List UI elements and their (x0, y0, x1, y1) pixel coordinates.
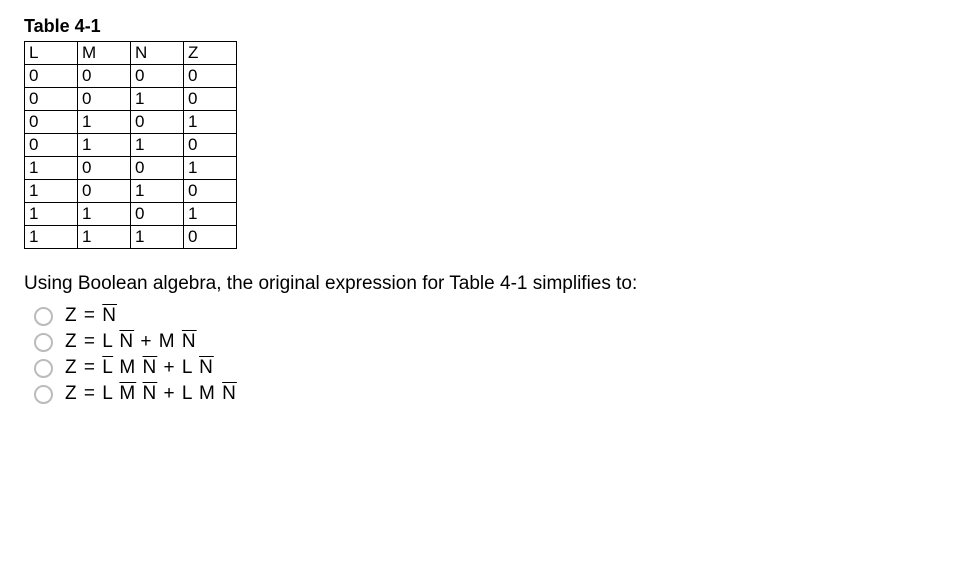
table-cell: 0 (78, 88, 131, 111)
option-row[interactable]: Z = L M N + L M N (34, 383, 950, 405)
option-row[interactable]: Z = L M N + L N (34, 357, 950, 379)
table-row: 0101 (25, 111, 237, 134)
table-row: 1001 (25, 157, 237, 180)
table-cell: 1 (25, 180, 78, 203)
table-row: 1010 (25, 180, 237, 203)
table-row: 0110 (25, 134, 237, 157)
table-cell: 0 (184, 134, 237, 157)
table-row: 0000 (25, 65, 237, 88)
table-cell: 0 (131, 65, 184, 88)
table-cell: 1 (25, 203, 78, 226)
option-row[interactable]: Z = L N + M N (34, 331, 950, 353)
radio-icon[interactable] (34, 307, 53, 326)
truth-table: LMNZ00000010010101101001101011011110 (24, 41, 237, 249)
table-cell: 1 (131, 226, 184, 249)
table-cell: 0 (78, 65, 131, 88)
table-cell: 0 (184, 88, 237, 111)
table-cell: 0 (78, 180, 131, 203)
table-cell: 1 (131, 134, 184, 157)
table-cell: 0 (25, 88, 78, 111)
radio-icon[interactable] (34, 385, 53, 404)
table-cell: 1 (78, 111, 131, 134)
table-cell: 0 (25, 65, 78, 88)
table-cell: 0 (131, 203, 184, 226)
table-header-cell: N (131, 42, 184, 65)
table-cell: 0 (25, 134, 78, 157)
table-cell: 0 (131, 157, 184, 180)
table-cell: 1 (184, 111, 237, 134)
table-cell: 1 (78, 226, 131, 249)
table-title: Table 4-1 (24, 16, 950, 37)
option-expression: Z = L N + M N (65, 331, 197, 353)
radio-icon[interactable] (34, 333, 53, 352)
table-cell: 1 (25, 226, 78, 249)
table-cell: 0 (78, 157, 131, 180)
table-header-row: LMNZ (25, 42, 237, 65)
radio-icon[interactable] (34, 359, 53, 378)
table-row: 1110 (25, 226, 237, 249)
table-cell: 0 (131, 111, 184, 134)
table-cell: 0 (184, 65, 237, 88)
table-header-cell: M (78, 42, 131, 65)
table-cell: 0 (184, 180, 237, 203)
option-expression: Z = N (65, 305, 117, 327)
question-text: Using Boolean algebra, the original expr… (24, 273, 950, 295)
truth-table-body: LMNZ00000010010101101001101011011110 (25, 42, 237, 249)
table-header-cell: Z (184, 42, 237, 65)
table-cell: 1 (78, 203, 131, 226)
table-row: 0010 (25, 88, 237, 111)
table-cell: 1 (184, 157, 237, 180)
table-cell: 0 (25, 111, 78, 134)
table-cell: 1 (131, 180, 184, 203)
table-row: 1101 (25, 203, 237, 226)
option-expression: Z = L M N + L N (65, 357, 214, 379)
options-container: Z = N Z = L N + M N Z = L M N + L N Z = L M… (24, 305, 950, 405)
table-cell: 1 (25, 157, 78, 180)
table-header-cell: L (25, 42, 78, 65)
table-cell: 1 (131, 88, 184, 111)
table-cell: 1 (78, 134, 131, 157)
option-expression: Z = L M N + L M N (65, 383, 237, 405)
table-cell: 1 (184, 203, 237, 226)
table-cell: 0 (184, 226, 237, 249)
option-row[interactable]: Z = N (34, 305, 950, 327)
